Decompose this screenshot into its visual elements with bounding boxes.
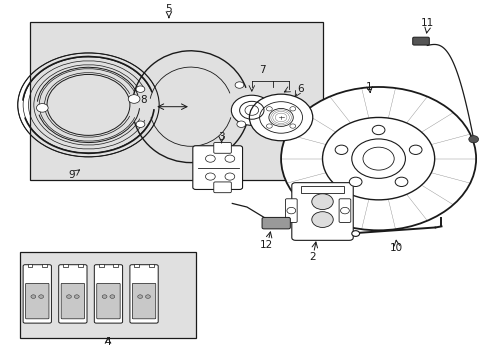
FancyBboxPatch shape: [132, 283, 156, 319]
Text: 10: 10: [389, 243, 403, 253]
Bar: [20, 252, 195, 338]
Text: 3: 3: [218, 132, 224, 142]
FancyBboxPatch shape: [338, 199, 350, 222]
Circle shape: [334, 145, 347, 154]
Bar: [30, 22, 322, 180]
Circle shape: [231, 95, 272, 125]
Text: 11: 11: [420, 18, 433, 28]
Bar: [78, 264, 82, 267]
Circle shape: [351, 231, 359, 237]
Circle shape: [362, 147, 393, 170]
Text: 6: 6: [297, 84, 303, 94]
FancyBboxPatch shape: [412, 37, 428, 45]
Circle shape: [348, 177, 361, 186]
Circle shape: [145, 295, 150, 298]
FancyBboxPatch shape: [59, 265, 87, 323]
FancyBboxPatch shape: [23, 265, 51, 323]
Text: 9: 9: [68, 170, 75, 180]
Circle shape: [266, 107, 272, 111]
Text: 4: 4: [104, 337, 111, 347]
Circle shape: [311, 212, 332, 228]
Circle shape: [66, 295, 71, 298]
FancyBboxPatch shape: [213, 182, 231, 193]
Circle shape: [351, 139, 405, 178]
FancyBboxPatch shape: [262, 217, 290, 229]
FancyBboxPatch shape: [213, 143, 231, 153]
Text: 12: 12: [259, 240, 272, 249]
FancyBboxPatch shape: [97, 283, 120, 319]
FancyBboxPatch shape: [285, 199, 297, 222]
Circle shape: [249, 94, 312, 141]
Bar: [300, 185, 344, 193]
Circle shape: [408, 145, 421, 154]
Circle shape: [39, 295, 43, 298]
Bar: [99, 264, 103, 267]
FancyBboxPatch shape: [94, 265, 122, 323]
Circle shape: [311, 194, 332, 210]
Circle shape: [266, 124, 272, 128]
Circle shape: [289, 124, 295, 128]
Circle shape: [371, 125, 384, 135]
Circle shape: [102, 295, 107, 298]
Circle shape: [235, 82, 244, 88]
Circle shape: [236, 121, 245, 127]
Text: 1: 1: [365, 82, 371, 92]
Text: 8: 8: [140, 95, 146, 104]
Text: 5: 5: [165, 4, 172, 14]
Text: 7: 7: [258, 65, 265, 75]
Circle shape: [136, 86, 144, 93]
Circle shape: [138, 295, 142, 298]
Circle shape: [31, 295, 36, 298]
Bar: [63, 264, 68, 267]
FancyBboxPatch shape: [61, 283, 84, 319]
Circle shape: [128, 95, 140, 103]
Circle shape: [37, 104, 48, 112]
Circle shape: [136, 121, 144, 127]
Bar: [27, 264, 32, 267]
Circle shape: [468, 136, 478, 143]
FancyBboxPatch shape: [291, 183, 352, 240]
FancyBboxPatch shape: [25, 283, 49, 319]
Circle shape: [394, 177, 407, 186]
Circle shape: [74, 295, 79, 298]
Bar: [42, 264, 47, 267]
Circle shape: [281, 87, 475, 230]
Circle shape: [110, 295, 115, 298]
Circle shape: [289, 107, 295, 111]
Bar: [134, 264, 139, 267]
Bar: [113, 264, 118, 267]
FancyBboxPatch shape: [130, 265, 158, 323]
Text: 2: 2: [309, 252, 315, 262]
FancyBboxPatch shape: [192, 146, 242, 189]
Circle shape: [322, 117, 434, 200]
Bar: [149, 264, 154, 267]
